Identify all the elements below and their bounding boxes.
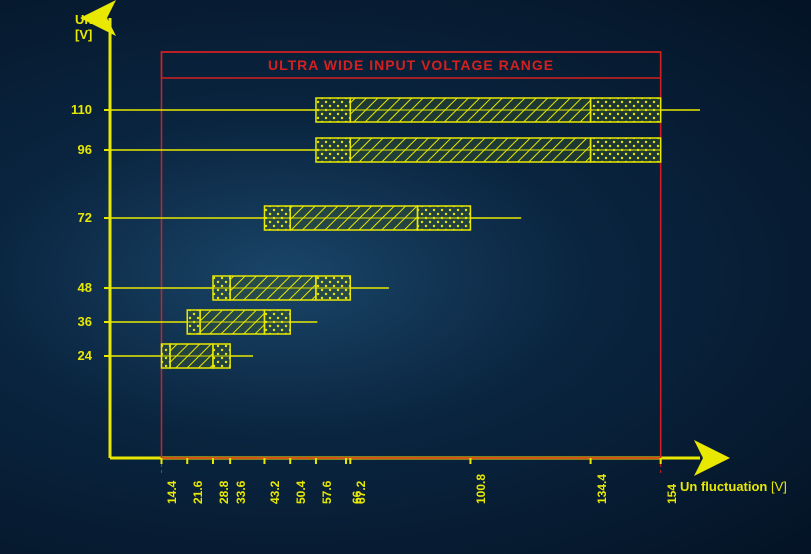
y-tick-label: 36 <box>52 314 92 329</box>
bar-hatch <box>350 138 590 162</box>
bar-hatch <box>170 344 213 368</box>
bar-hatch <box>230 276 316 300</box>
x-tick-label: 14.4 <box>165 481 179 504</box>
bar-dot-left <box>187 310 200 334</box>
y-tick-label: 96 <box>52 142 92 157</box>
bar-dot-left <box>264 206 290 230</box>
x-tick-label: 66 <box>350 491 364 504</box>
y-tick-label: 24 <box>52 348 92 363</box>
x-tick-label: 134.4 <box>595 474 609 504</box>
bar-dot-left <box>316 98 350 122</box>
x-tick-label: 154 <box>665 484 679 504</box>
bar-dot-right <box>264 310 290 334</box>
voltage-chart: Un [V] Un fluctuation [V] ULTRA WIDE INP… <box>0 0 811 554</box>
bar-dot-right <box>213 344 230 368</box>
bar-dot-left <box>316 138 350 162</box>
y-tick-label: 48 <box>52 280 92 295</box>
y-tick-label: 110 <box>52 102 92 117</box>
bar-dot-left <box>161 344 170 368</box>
x-tick-label: 43.2 <box>268 481 282 504</box>
x-tick-label: 28.8 <box>217 481 231 504</box>
bar-dot-left <box>213 276 230 300</box>
x-tick-label: 50.4 <box>294 481 308 504</box>
x-tick-label: 33.6 <box>234 481 248 504</box>
bar-dot-right <box>316 276 350 300</box>
bar-hatch <box>350 98 590 122</box>
x-tick-label: 57.6 <box>320 481 334 504</box>
x-tick-label: 100.8 <box>474 474 488 504</box>
bar-dot-right <box>418 206 471 230</box>
chart-svg: ULTRA WIDE INPUT VOLTAGE RANGE <box>0 0 811 554</box>
y-tick-label: 72 <box>52 210 92 225</box>
bar-dot-right <box>591 138 661 162</box>
bar-hatch <box>290 206 417 230</box>
chart-title: ULTRA WIDE INPUT VOLTAGE RANGE <box>268 57 554 73</box>
bar-hatch <box>200 310 264 334</box>
bar-dot-right <box>591 98 661 122</box>
x-tick-label: 21.6 <box>191 481 205 504</box>
